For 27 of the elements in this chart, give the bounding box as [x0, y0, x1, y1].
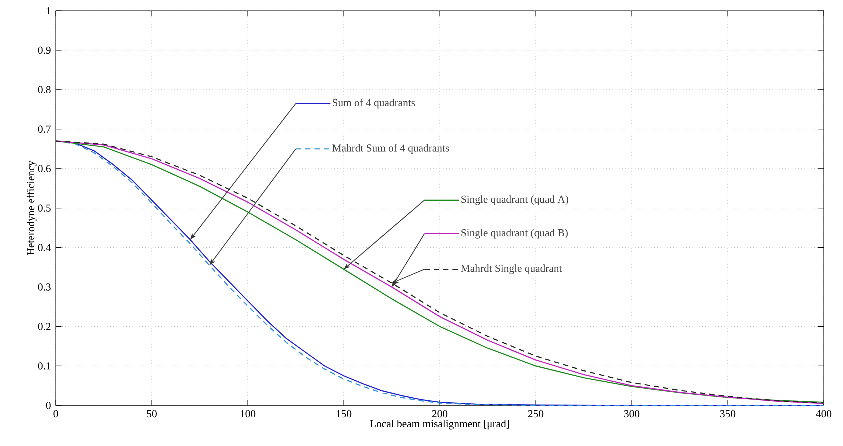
x-tick-label: 50 [147, 410, 157, 418]
x-tick-label: 300 [624, 410, 640, 418]
x-tick-label: 250 [528, 410, 544, 418]
x-tick-label: 400 [816, 410, 832, 418]
y-tick-label: 0.2 [38, 323, 51, 331]
y-tick-label: 0.5 [38, 204, 51, 212]
y-tick-label: 0.3 [38, 284, 51, 292]
y-tick-label: 0.9 [38, 47, 51, 54]
x-axis-title: Local beam misalignment [μrad] [370, 420, 510, 430]
y-tick-label: 0.1 [38, 362, 51, 370]
x-tick-label: 100 [240, 410, 256, 418]
y-tick-label: 1 [46, 8, 51, 15]
y-tick-label: 0 [46, 402, 51, 410]
legend-label: Mahrdt Single quadrant [461, 264, 562, 275]
y-tick-label: 0.6 [38, 165, 51, 173]
y-tick-label: 0.4 [38, 244, 52, 252]
x-tick-label: 200 [432, 410, 448, 418]
x-tick-label: 0 [54, 410, 58, 418]
legend-label: Single quadrant (quad A) [462, 196, 569, 206]
legend-label: Single quadrant (quad B) [462, 229, 568, 239]
x-tick-label: 350 [720, 410, 736, 418]
y-axis-title: Heterodyne efficiency [27, 161, 37, 256]
x-tick-label: 150 [336, 410, 352, 418]
y-tick-label: 0.7 [38, 126, 51, 134]
legend-label: Sum of 4 quadrants [332, 99, 416, 109]
y-tick-label: 0.8 [38, 86, 51, 94]
legend-label: Mahrdt Sum of 4 quadrants [332, 144, 450, 154]
